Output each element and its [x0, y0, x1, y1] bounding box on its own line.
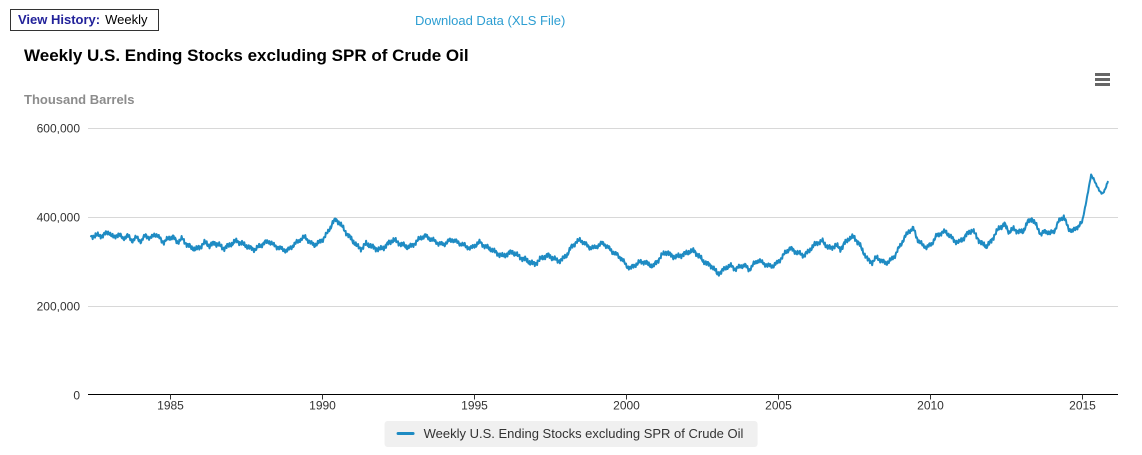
x-axis-tick-label: 1985 [157, 399, 184, 413]
view-history-box: View History: Weekly [10, 9, 159, 31]
chart-export-menu-button[interactable] [1093, 72, 1111, 87]
legend-line-icon [396, 432, 415, 435]
hamburger-icon [1094, 73, 1110, 86]
y-axis-tick-label: 600,000 [37, 122, 81, 136]
x-axis-tick-label: 2005 [765, 399, 792, 413]
x-axis-tick-label: 2010 [917, 399, 944, 413]
x-axis-tick-label: 2015 [1069, 399, 1096, 413]
x-axis-tick-label: 2000 [613, 399, 640, 413]
download-data-link[interactable]: Download Data (XLS File) [415, 13, 566, 28]
axis-tick-labels: 0 200,000 400,000 600,000 1985 1990 1995 2000 20… [37, 122, 1097, 413]
y-axis-unit-label: Thousand Barrels [24, 92, 135, 107]
x-axis-tick-label: 1995 [461, 399, 488, 413]
y-axis-tick-label: 400,000 [37, 211, 81, 225]
view-history-label: View History: [18, 12, 101, 27]
y-axis-tick-label: 200,000 [37, 300, 81, 314]
x-axis-tick-label: 1990 [309, 399, 336, 413]
view-history-value: Weekly [105, 12, 148, 27]
gridlines [88, 128, 1118, 307]
y-axis-tick-label: 0 [73, 389, 80, 403]
legend-label: Weekly U.S. Ending Stocks excluding SPR … [423, 426, 744, 441]
chart-title: Weekly U.S. Ending Stocks excluding SPR … [24, 46, 469, 65]
legend-item[interactable]: Weekly U.S. Ending Stocks excluding SPR … [384, 421, 758, 447]
stocks-series-line[interactable] [90, 173, 1109, 277]
data-series[interactable] [90, 173, 1109, 277]
axes [88, 394, 1118, 400]
